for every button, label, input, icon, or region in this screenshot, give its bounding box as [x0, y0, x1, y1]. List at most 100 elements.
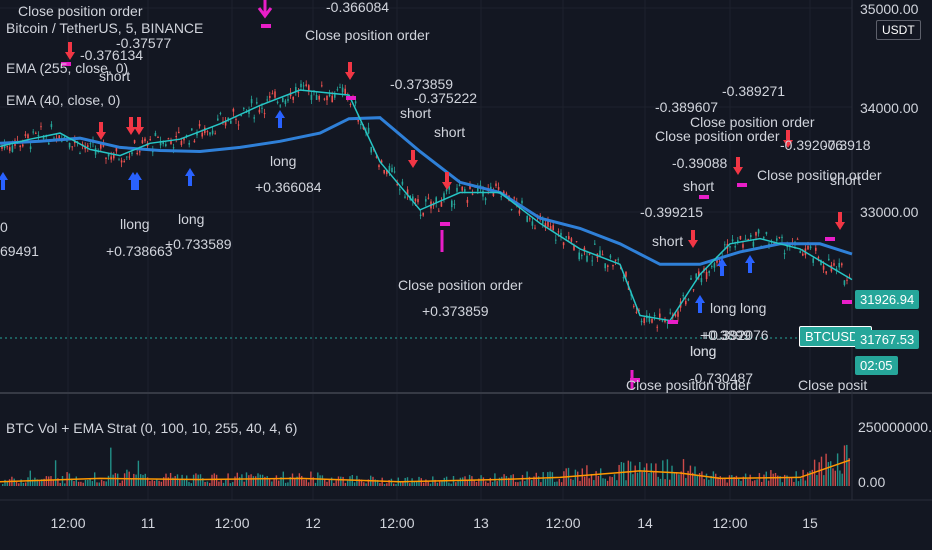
candle-body	[391, 167, 393, 173]
signal-label-fragment: llong	[120, 216, 150, 232]
candle-body	[336, 89, 339, 91]
long-arrow	[275, 110, 285, 128]
volume-bar	[719, 476, 721, 486]
volume-bar	[471, 476, 473, 486]
volume-bar	[521, 474, 524, 486]
currency-badge[interactable]: USDT	[876, 20, 921, 40]
volume-bar	[823, 475, 825, 486]
candle-body	[360, 124, 362, 126]
candle-body	[167, 138, 170, 140]
volume-bar	[758, 473, 761, 486]
candle-body	[555, 239, 557, 241]
candle-body	[35, 132, 37, 134]
candle-body	[461, 186, 463, 191]
volume-bar	[75, 476, 77, 486]
volume-bar	[31, 479, 34, 486]
volume-bar	[229, 483, 232, 486]
candle-body	[198, 124, 201, 127]
candle-body	[71, 146, 73, 148]
candle-body	[404, 196, 406, 198]
signal-label-close: Close position order	[305, 27, 430, 43]
volume-bar	[754, 480, 756, 486]
candle-body	[817, 257, 820, 259]
short-arrow	[783, 130, 793, 148]
candle-body	[570, 238, 573, 242]
volume-bar	[774, 472, 777, 486]
volume-tick: 0.00	[858, 474, 885, 490]
volume-bar	[583, 476, 586, 486]
candle-body	[653, 315, 656, 317]
volume-bar	[103, 481, 105, 486]
volume-bar	[234, 476, 236, 486]
symbol-title[interactable]: Bitcoin / TetherUS, 5, BINANCE	[6, 20, 204, 36]
volume-bar	[156, 479, 158, 486]
volume-bar	[305, 479, 307, 486]
volume-bar	[636, 472, 639, 486]
candle-body	[292, 96, 294, 100]
volume-bar	[701, 471, 703, 486]
volume-bar	[692, 472, 694, 486]
ema-fast-legend[interactable]: EMA (40, close, 0)	[6, 92, 121, 108]
candle-body	[822, 265, 825, 270]
signal-label-long: +0.392076	[702, 327, 769, 343]
signal-label-close: Close position order	[18, 3, 143, 19]
volume-bar	[342, 476, 344, 486]
volume-bar	[8, 479, 11, 486]
candle-body	[750, 234, 752, 238]
volume-bar	[388, 479, 390, 486]
candle-body	[183, 137, 185, 141]
candle-body	[256, 102, 258, 104]
short-arrow	[733, 157, 743, 175]
signal-label-fragment: -0.730487	[690, 370, 753, 386]
candle-body	[300, 83, 302, 88]
volume-bar	[464, 476, 466, 486]
volume-bar	[2, 484, 4, 486]
candle-body	[682, 295, 684, 297]
volume-bar	[593, 480, 595, 486]
volume-bar	[496, 481, 498, 486]
candle-body	[232, 108, 235, 112]
candle-body	[518, 210, 521, 214]
close-marker	[737, 183, 747, 187]
close-arrow	[257, 0, 273, 19]
volume-bar	[333, 482, 335, 486]
volume-bar	[489, 477, 491, 486]
candle-body	[334, 94, 336, 98]
volume-bar	[80, 481, 82, 486]
signal-label-fragment: 69491	[0, 243, 39, 259]
candle-body	[55, 137, 58, 139]
volume-bar	[52, 480, 54, 486]
volume-bar	[190, 483, 192, 486]
volume-bar	[744, 473, 747, 486]
volume-bar	[694, 466, 696, 486]
short-arrow	[126, 117, 136, 135]
volume-bar	[625, 480, 627, 486]
long-arrow	[185, 168, 195, 186]
candle-body	[568, 236, 570, 240]
signal-label-close: Close position order	[626, 377, 751, 393]
volume-bar	[560, 482, 563, 486]
volume-bar	[542, 472, 544, 486]
candle-body	[261, 107, 263, 109]
volume-bar	[724, 477, 726, 486]
candle-body	[448, 185, 450, 190]
candle-body	[705, 272, 708, 279]
volume-bar	[48, 476, 50, 486]
strategy-legend[interactable]: BTC Vol + EMA Strat (0, 100, 10, 255, 40…	[6, 420, 298, 436]
volume-bar	[50, 476, 52, 486]
volume-bar	[634, 465, 636, 486]
candle-body	[276, 101, 279, 104]
ema-slow-legend[interactable]: EMA (255, close, 0)	[6, 60, 129, 76]
volume-bar	[620, 462, 623, 486]
candle-body	[133, 140, 136, 143]
volume-bar	[89, 478, 91, 486]
volume-bar	[307, 482, 310, 486]
volume-bar	[100, 479, 103, 486]
candle-body	[287, 99, 289, 101]
volume-bar	[703, 479, 705, 486]
time-tick: 12:00	[50, 515, 85, 531]
ema-lines	[0, 89, 853, 322]
volume-bar	[252, 476, 255, 486]
volume-bar	[549, 471, 551, 486]
